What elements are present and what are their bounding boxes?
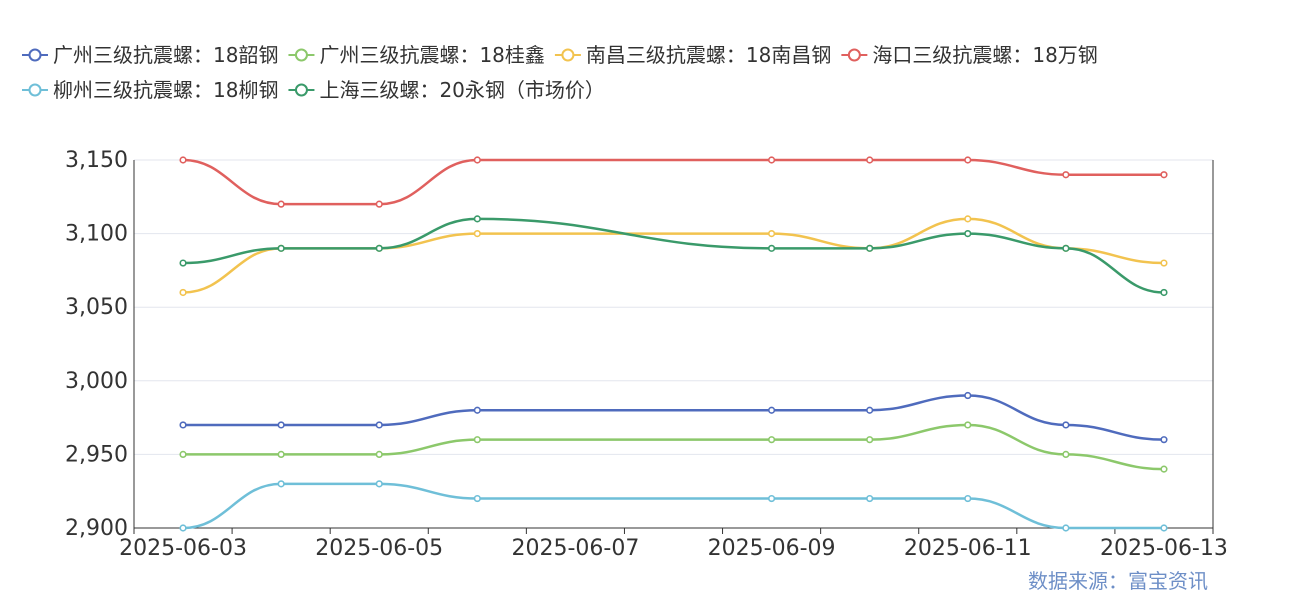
- y-tick-label: 3,100: [65, 222, 128, 247]
- legend-label: 南昌三级抗震螺：18南昌钢: [586, 43, 831, 67]
- data-point: [866, 494, 874, 503]
- x-tick-label: 2025-06-11: [904, 536, 1032, 561]
- data-point: [767, 156, 776, 164]
- data-point: [277, 244, 285, 252]
- data-point: [964, 494, 972, 503]
- data-point: [179, 524, 187, 532]
- data-point: [1160, 288, 1168, 297]
- data-point: [375, 244, 383, 252]
- data-point: [473, 406, 481, 414]
- axes: 2,900 2,950 3,000 3,050 3,100 3,150 2025-06-03…: [65, 148, 1228, 561]
- y-tick-label: 3,150: [65, 148, 128, 173]
- data-point: [866, 156, 874, 164]
- data-point: [1062, 450, 1070, 459]
- data-point: [767, 436, 776, 444]
- legend-label: 广州三级抗震螺：18桂鑫: [319, 43, 544, 67]
- x-tick-label: 2025-06-03: [119, 536, 247, 561]
- y-tick-label: 2,950: [65, 442, 128, 467]
- legend-label: 上海三级螺：20永钢（市场价）: [319, 78, 604, 102]
- legend-marker-icon: [561, 48, 575, 62]
- series-group: [179, 421, 1168, 473]
- data-point: [1062, 524, 1070, 532]
- legend-item[interactable]: 柳州三级抗震螺：18柳钢: [22, 78, 278, 102]
- x-tick-label: 2025-06-07: [511, 536, 639, 561]
- x-tick-label: 2025-06-13: [1100, 536, 1228, 561]
- grid-lines: [134, 159, 1213, 529]
- data-point: [964, 391, 972, 400]
- data-point: [375, 421, 383, 429]
- data-point: [1160, 171, 1168, 179]
- y-tick-label: 3,000: [65, 369, 128, 394]
- data-point: [375, 200, 383, 208]
- legend-item[interactable]: 广州三级抗震螺：18桂鑫: [288, 43, 545, 67]
- legend-marker-icon: [294, 48, 308, 62]
- data-point: [964, 156, 972, 164]
- legend-item[interactable]: 上海三级螺：20永钢（市场价）: [288, 78, 605, 102]
- legend-label: 海口三级抗震螺：18万钢: [872, 43, 1097, 67]
- data-point: [375, 450, 383, 459]
- data-point: [964, 230, 972, 238]
- data-point: [179, 259, 187, 267]
- legend-label: 广州三级抗震螺：18韶钢: [53, 43, 278, 67]
- data-point: [1062, 171, 1070, 179]
- data-point: [473, 494, 481, 503]
- legend-marker-icon: [28, 48, 42, 62]
- data-point: [866, 406, 874, 414]
- data-point: [1160, 524, 1168, 532]
- series-layer: [179, 156, 1168, 532]
- series-line: [183, 394, 1164, 441]
- data-point: [277, 421, 285, 429]
- data-point: [179, 156, 187, 164]
- data-point: [866, 244, 874, 252]
- series-group: [179, 391, 1168, 444]
- data-point: [866, 436, 874, 444]
- data-point: [1062, 421, 1070, 429]
- data-point: [473, 230, 481, 238]
- data-point: [473, 436, 481, 444]
- legend-item[interactable]: 广州三级抗震螺：18韶钢: [22, 43, 278, 67]
- x-tick-label: 2025-06-09: [708, 536, 836, 561]
- series-line: [183, 482, 1164, 530]
- source-note: 数据来源：富宝资讯: [1028, 569, 1208, 593]
- legend: 广州三级抗震螺：18韶钢 广州三级抗震螺：18桂鑫 南昌三级抗震螺：18南昌钢 海口三…: [22, 43, 1098, 102]
- data-point: [1160, 259, 1168, 267]
- data-point: [1160, 465, 1168, 473]
- data-point: [767, 494, 776, 503]
- y-tick-label: 2,900: [65, 516, 128, 541]
- series-line: [183, 217, 1164, 294]
- data-point: [1160, 436, 1168, 444]
- data-point: [767, 230, 776, 238]
- data-point: [179, 450, 187, 459]
- legend-item[interactable]: 海口三级抗震螺：18万钢: [841, 43, 1098, 67]
- data-point: [179, 288, 187, 297]
- data-point: [179, 421, 187, 429]
- data-point: [277, 450, 285, 459]
- data-point: [767, 244, 776, 252]
- legend-marker-icon: [294, 83, 308, 97]
- series-group: [179, 480, 1168, 532]
- data-point: [473, 215, 481, 223]
- data-point: [473, 156, 481, 164]
- data-point: [767, 406, 776, 414]
- data-point: [277, 480, 285, 488]
- data-point: [277, 200, 285, 208]
- series-group: [179, 215, 1168, 297]
- legend-marker-icon: [847, 48, 861, 62]
- y-tick-label: 3,050: [65, 295, 128, 320]
- series-line: [183, 217, 1164, 294]
- legend-label: 柳州三级抗震螺：18柳钢: [53, 78, 278, 102]
- data-point: [964, 421, 972, 429]
- series-line: [183, 158, 1164, 206]
- x-tick-label: 2025-06-05: [315, 536, 443, 561]
- data-point: [1062, 244, 1070, 252]
- legend-marker-icon: [28, 83, 42, 97]
- series-group: [179, 156, 1168, 208]
- series-line: [183, 423, 1164, 471]
- data-point: [964, 215, 972, 223]
- legend-item[interactable]: 南昌三级抗震螺：18南昌钢: [554, 43, 831, 67]
- series-group: [179, 215, 1168, 297]
- data-point: [375, 480, 383, 488]
